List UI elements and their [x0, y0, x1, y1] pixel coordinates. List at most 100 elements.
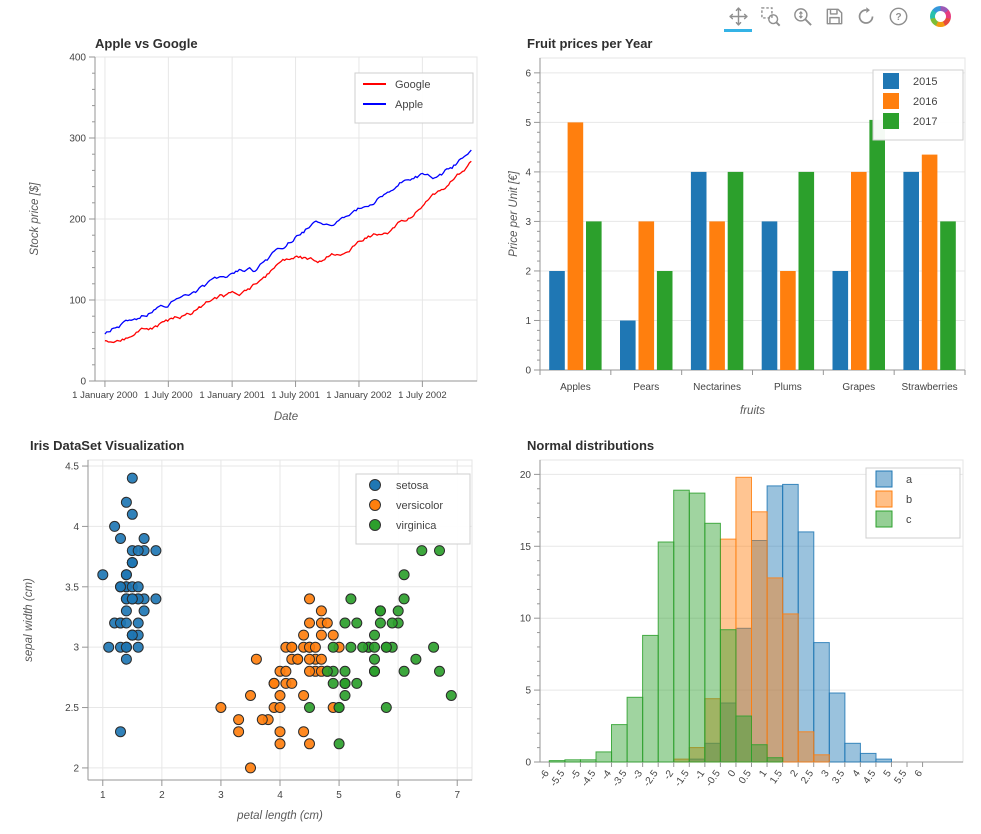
svg-text:-0.5: -0.5 — [704, 768, 723, 789]
hist-c — [548, 489, 784, 763]
svg-text:0: 0 — [80, 377, 86, 388]
svg-text:2: 2 — [73, 763, 79, 774]
save-icon — [826, 8, 842, 25]
svg-text:200: 200 — [69, 215, 86, 226]
svg-text:-3.5: -3.5 — [611, 768, 630, 789]
box-zoom-tool-button[interactable] — [758, 4, 782, 29]
reset-icon — [858, 7, 873, 24]
help-tool-button[interactable]: ? — [886, 4, 910, 29]
svg-text:Apples: Apples — [560, 382, 591, 393]
svg-text:sepal width (cm): sepal width (cm) — [23, 578, 35, 662]
svg-text:2.5: 2.5 — [65, 703, 79, 714]
svg-text:7: 7 — [454, 790, 460, 801]
svg-text:a: a — [906, 474, 913, 486]
bars-2015 — [549, 171, 919, 370]
svg-text:6: 6 — [913, 768, 925, 779]
reset-tool-button[interactable] — [854, 4, 878, 29]
bars-2017 — [586, 119, 956, 371]
svg-text:-2.5: -2.5 — [642, 768, 661, 789]
pan-icon — [728, 7, 748, 26]
pan-tool-button[interactable] — [724, 4, 752, 32]
bokeh-logo[interactable] — [930, 6, 951, 27]
chart-fruit-prices: Fruit prices per Year 0 1 2 3 4 5 6 Apples Pears… — [505, 30, 975, 430]
svg-text:Google: Google — [395, 79, 430, 91]
svg-text:petal length (cm): petal length (cm) — [236, 810, 323, 822]
svg-text:4: 4 — [525, 167, 531, 178]
svg-text:setosa: setosa — [396, 480, 429, 492]
svg-text:Nectarines: Nectarines — [693, 382, 741, 393]
legend: setosa versicolor virginica — [355, 473, 471, 545]
svg-text:versicolor: versicolor — [396, 500, 443, 512]
series-apple — [104, 149, 472, 335]
svg-text:Stock price [$]: Stock price [$] — [29, 182, 41, 256]
svg-text:20: 20 — [520, 470, 532, 481]
legend: abc — [865, 467, 961, 539]
chart-title: Apple vs Google — [95, 36, 198, 51]
svg-text:3.5: 3.5 — [65, 582, 79, 593]
bar-plot-canvas[interactable]: 0 1 2 3 4 5 6 Apples Pears Nectarines Plums Grapes S… — [505, 30, 975, 430]
svg-text:Price per Unit [€]: Price per Unit [€] — [508, 170, 520, 256]
svg-text:0: 0 — [525, 366, 531, 377]
svg-text:?: ? — [895, 12, 901, 23]
svg-text:2017: 2017 — [913, 116, 937, 128]
hist-b — [673, 476, 830, 763]
points-virginica — [304, 545, 457, 750]
svg-text:0: 0 — [525, 758, 531, 769]
svg-text:5: 5 — [336, 790, 342, 801]
svg-text:4.5: 4.5 — [65, 462, 79, 473]
svg-text:2.5: 2.5 — [799, 768, 816, 786]
svg-text:Plums: Plums — [774, 382, 802, 393]
svg-text:6: 6 — [525, 68, 531, 79]
svg-text:1.5: 1.5 — [768, 768, 785, 786]
svg-text:1 July 2002: 1 July 2002 — [398, 390, 447, 401]
svg-text:4: 4 — [851, 768, 863, 779]
help-icon: ? — [889, 7, 907, 26]
chart-title: Fruit prices per Year — [527, 36, 653, 51]
svg-text:300: 300 — [69, 134, 86, 145]
hist-a — [688, 483, 892, 763]
series-google — [104, 160, 472, 344]
svg-text:Date: Date — [274, 411, 298, 423]
svg-text:6: 6 — [395, 790, 401, 801]
svg-text:2016: 2016 — [913, 96, 937, 108]
svg-text:-1.5: -1.5 — [673, 768, 692, 789]
svg-text:2015: 2015 — [913, 76, 937, 88]
plot-toolbar: ? — [724, 4, 951, 32]
svg-text:400: 400 — [69, 53, 86, 64]
points-setosa — [97, 472, 162, 738]
svg-text:100: 100 — [69, 296, 86, 307]
svg-text:2: 2 — [788, 768, 800, 779]
svg-text:Apple: Apple — [395, 99, 423, 111]
svg-text:1 January 2001: 1 January 2001 — [199, 390, 265, 401]
svg-text:3: 3 — [820, 768, 832, 779]
svg-text:0.5: 0.5 — [737, 768, 754, 786]
svg-text:5: 5 — [525, 118, 531, 129]
svg-text:Grapes: Grapes — [842, 382, 875, 393]
svg-text:c: c — [906, 514, 912, 526]
svg-text:fruits: fruits — [740, 405, 765, 417]
svg-text:3: 3 — [73, 643, 79, 654]
wheel-zoom-icon — [793, 8, 812, 26]
chart-title: Normal distributions — [527, 438, 655, 453]
chart-title: Iris DataSet Visualization — [30, 438, 185, 453]
scatter-plot-canvas[interactable]: 2 2.5 3 3.5 4 4.5 1 2 3 4 5 6 7 petal length (cm) sepa… — [10, 432, 485, 834]
wheel-zoom-tool-button[interactable] — [790, 4, 814, 29]
svg-text:4.5: 4.5 — [861, 768, 878, 786]
svg-text:5.5: 5.5 — [892, 768, 909, 786]
svg-text:1: 1 — [100, 790, 106, 801]
save-tool-button[interactable] — [822, 4, 846, 29]
svg-text:3.5: 3.5 — [830, 768, 847, 786]
svg-text:2: 2 — [159, 790, 165, 801]
line-plot-canvas[interactable]: 0 100 200 300 400 1 January 2000 1 July 2000 1 … — [10, 30, 485, 430]
svg-text:1: 1 — [525, 316, 531, 327]
svg-text:1 January 2000: 1 January 2000 — [72, 390, 138, 401]
svg-text:10: 10 — [520, 614, 532, 625]
legend: 2015 2016 2017 — [872, 69, 964, 141]
chart-iris-scatter: Iris DataSet Visualization 2 2.5 3 3.5 4 4.5 1… — [10, 432, 485, 834]
svg-text:-4.5: -4.5 — [580, 768, 599, 789]
svg-text:-5.5: -5.5 — [548, 768, 567, 789]
svg-text:Strawberries: Strawberries — [902, 382, 958, 393]
svg-text:5: 5 — [525, 686, 531, 697]
